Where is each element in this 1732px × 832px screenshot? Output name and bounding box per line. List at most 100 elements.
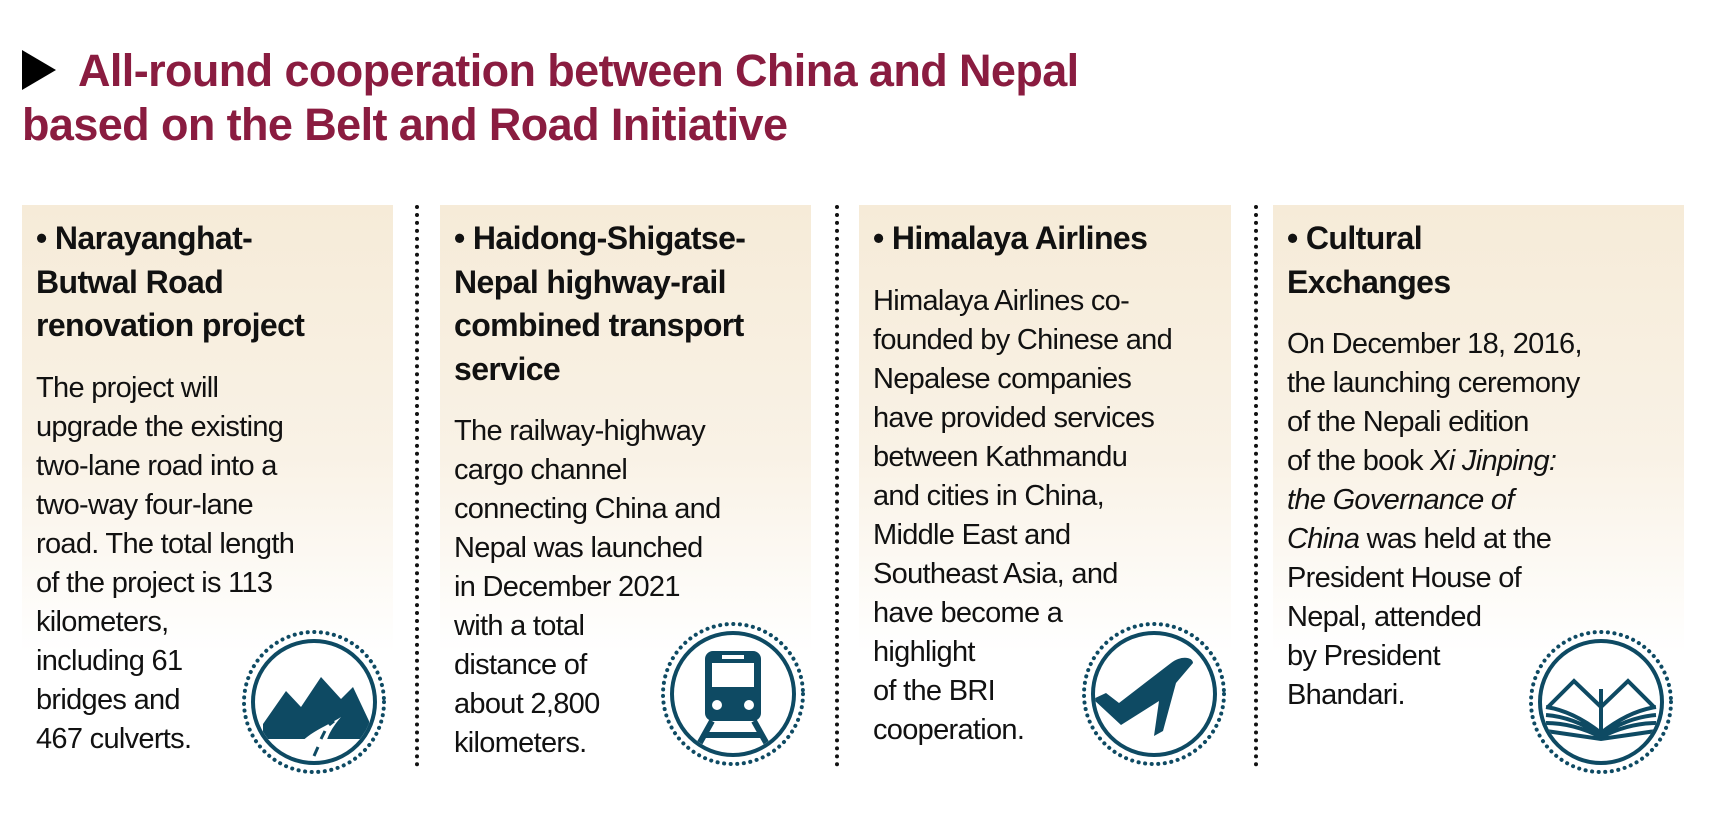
body-line: and cities in China, (873, 477, 1227, 516)
text: bridges and (36, 683, 181, 716)
text: kilometers. (454, 727, 587, 759)
text: have provided services (873, 401, 1155, 434)
body-line: of the book Xi Jinping: (1287, 442, 1680, 481)
dotted-divider (835, 205, 839, 767)
text: cargo channel (454, 454, 628, 486)
body-line: The project will (36, 369, 389, 408)
body-line: Middle East and (873, 516, 1227, 555)
text: cooperation. (873, 713, 1025, 746)
text: of the Nepali edition (1287, 406, 1529, 438)
heading-line: service (454, 350, 561, 387)
body-line: of the project is 113 (36, 564, 389, 603)
heading-line: renovation project (36, 307, 305, 343)
italic-text: China (1287, 523, 1360, 555)
body-line: Nepal was launched (454, 529, 807, 568)
body-line: the Governance of (1287, 481, 1680, 520)
card-1: • Narayanghat- Butwal Road renovation proj… (22, 205, 393, 765)
body-line: distance of (454, 646, 807, 685)
text: two-lane road into a (36, 449, 277, 482)
text: Southeast Asia, and (873, 557, 1118, 590)
text: The project will (36, 371, 219, 404)
card-3: • Himalaya Airlines Himalaya Airlines co-… (859, 205, 1231, 765)
text: about 2,800 (454, 688, 600, 720)
mountain-road-icon (242, 630, 386, 774)
body-line: Himalaya Airlines co- (873, 282, 1227, 321)
text: The railway-highway (454, 415, 706, 447)
text: kilometers, (36, 605, 169, 638)
body-line: founded by Chinese and (873, 321, 1227, 360)
body-line: between Kathmandu (873, 438, 1227, 477)
title-line-2: based on the Belt and Road Initiative (22, 99, 788, 150)
body-line: bridges and (36, 681, 389, 720)
text: road. The total length (36, 527, 295, 560)
card-body: On December 18, 2016, the launching cerem… (1287, 325, 1680, 715)
heading-line: combined transport (454, 307, 744, 343)
text: have become a (873, 596, 1063, 629)
card-body: The railway-highway cargo channel connecti… (454, 412, 807, 763)
body-line: the launching ceremony (1287, 364, 1680, 403)
body-line: with a total (454, 607, 807, 646)
text: and cities in China, (873, 479, 1105, 512)
text: two-way four-lane (36, 488, 254, 521)
text: Nepal, attended (1287, 601, 1482, 633)
text: of the project is 113 (36, 566, 273, 599)
airplane-icon (1082, 622, 1226, 766)
text: by President (1287, 640, 1441, 672)
dotted-divider (1254, 205, 1258, 767)
body-line: of the BRI (873, 672, 1227, 711)
text: Middle East and (873, 518, 1071, 551)
text: On December 18, 2016, (1287, 328, 1583, 360)
text: highlight (873, 635, 975, 668)
heading-line: • Himalaya Airlines (873, 220, 1148, 256)
text: 467 culverts. (36, 722, 192, 755)
body-line: kilometers. (454, 724, 807, 763)
card-heading: • Cultural Exchanges (1287, 217, 1680, 304)
text: of the BRI (873, 674, 996, 707)
text: connecting China and (454, 493, 721, 525)
body-line: in December 2021 (454, 568, 807, 607)
page-title: All-round cooperation between China and … (22, 44, 1079, 152)
body-line: The railway-highway (454, 412, 807, 451)
body-line: Nepalese companies (873, 360, 1227, 399)
body-line: cargo channel (454, 451, 807, 490)
text: with a total (454, 610, 585, 642)
text: Nepalese companies (873, 362, 1132, 395)
text: founded by Chinese and (873, 323, 1173, 356)
heading-line: • Haidong-Shigatse- (454, 220, 746, 256)
text: including 61 (36, 644, 183, 677)
text: distance of (454, 649, 587, 681)
text: of the book (1287, 445, 1431, 477)
text: between Kathmandu (873, 440, 1128, 473)
italic-text: the Governance of (1287, 484, 1514, 516)
body-line: two-way four-lane (36, 486, 389, 525)
body-line: two-lane road into a (36, 447, 389, 486)
train-icon (661, 622, 805, 766)
body-line: China was held at the (1287, 520, 1680, 559)
card-body: Himalaya Airlines co-founded by Chinese … (873, 282, 1227, 750)
text: Himalaya Airlines co- (873, 284, 1130, 317)
body-line: including 61 (36, 642, 389, 681)
body-line: kilometers, (36, 603, 389, 642)
text: Bhandari. (1287, 679, 1406, 711)
body-line: On December 18, 2016, (1287, 325, 1680, 364)
body-line: road. The total length (36, 525, 389, 564)
card-heading: • Narayanghat- Butwal Road renovation proj… (36, 217, 389, 348)
heading-line: Nepal highway-rail (454, 263, 727, 300)
text: Nepal was launched (454, 532, 703, 564)
open-book-icon (1529, 630, 1673, 774)
text: the launching ceremony (1287, 367, 1580, 399)
body-line: Southeast Asia, and (873, 555, 1227, 594)
play-arrow-icon (22, 50, 56, 90)
body-line: of the Nepali edition (1287, 403, 1680, 442)
heading-line: Butwal Road (36, 263, 224, 300)
body-line: 467 culverts. (36, 720, 389, 759)
body-line: President House of (1287, 559, 1680, 598)
body-line: upgrade the existing (36, 408, 389, 447)
dotted-divider (415, 205, 419, 767)
heading-line: Exchanges (1287, 263, 1451, 300)
body-line: Bhandari. (1287, 676, 1680, 715)
card-body: The project will upgrade the existing two-… (36, 369, 389, 759)
body-line: about 2,800 (454, 685, 807, 724)
body-line: connecting China and (454, 490, 807, 529)
card-heading: • Haidong-Shigatse- Nepal highway-rail com… (454, 217, 807, 391)
